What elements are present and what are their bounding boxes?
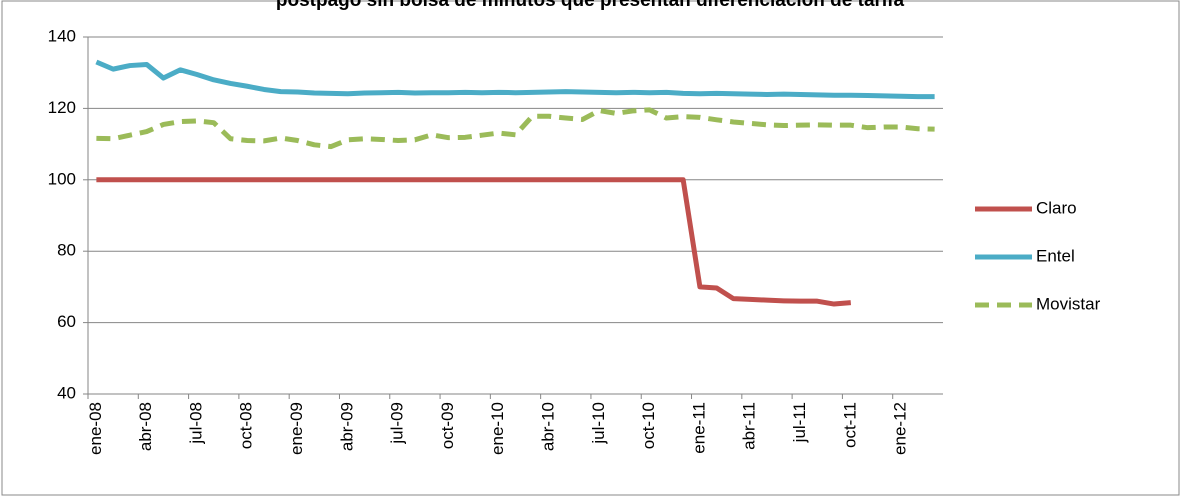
x-tick-label: abr-08 bbox=[136, 402, 155, 451]
series-line bbox=[96, 177, 852, 307]
x-tick-label: jul-09 bbox=[388, 402, 407, 445]
x-tick-label: abr-11 bbox=[740, 402, 759, 450]
x-tick-label: ene-12 bbox=[891, 402, 910, 455]
chart-title: postpago sin bolsa de minutos que presen… bbox=[276, 0, 905, 11]
y-tick-label: 40 bbox=[57, 383, 76, 402]
x-tick-label: ene-11 bbox=[689, 402, 708, 454]
y-tick-label: 80 bbox=[57, 241, 76, 260]
y-tick-label: 140 bbox=[48, 26, 76, 45]
legend-label: Claro bbox=[1036, 198, 1077, 217]
x-tick-label: jul-08 bbox=[186, 402, 205, 445]
x-tick-label: oct-09 bbox=[438, 402, 457, 449]
x-tick-label: oct-08 bbox=[237, 402, 256, 449]
x-tick-label: oct-10 bbox=[639, 402, 658, 449]
series-line bbox=[95, 59, 935, 100]
x-tick-label: jul-11 bbox=[790, 402, 809, 443]
x-tick-label: abr-09 bbox=[337, 402, 356, 451]
y-tick-label: 60 bbox=[57, 312, 76, 331]
x-tick-label: oct-11 bbox=[840, 402, 859, 448]
legend-label: Movistar bbox=[1036, 294, 1101, 313]
x-tick-label: ene-09 bbox=[287, 402, 306, 455]
x-tick-label: abr-10 bbox=[539, 402, 558, 451]
legend-label: Entel bbox=[1036, 246, 1075, 265]
x-tick-label: ene-08 bbox=[86, 402, 105, 455]
y-tick-label: 100 bbox=[48, 169, 76, 188]
x-tick-label: jul-10 bbox=[589, 402, 608, 445]
x-tick-label: ene-10 bbox=[488, 402, 507, 455]
y-tick-label: 120 bbox=[48, 98, 76, 117]
